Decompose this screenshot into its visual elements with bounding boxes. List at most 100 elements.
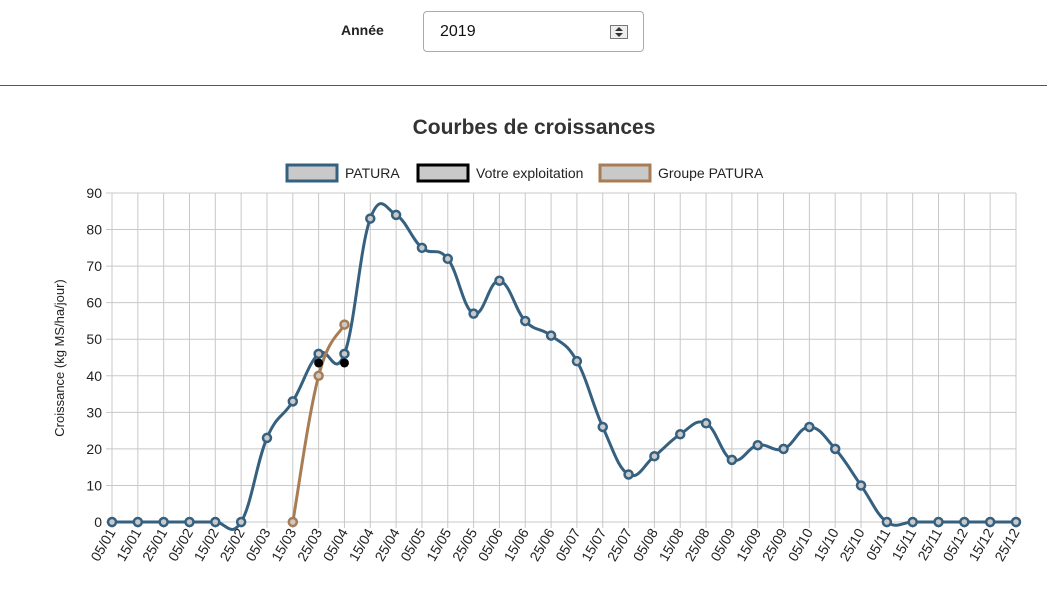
x-tick-label: 05/11 — [863, 525, 894, 563]
data-point — [545, 330, 557, 341]
x-tick-label: 15/07 — [578, 525, 609, 564]
data-point — [442, 253, 454, 265]
data-point — [855, 480, 867, 491]
data-point — [158, 516, 169, 528]
y-tick-label: 40 — [86, 368, 102, 384]
x-tick-label: 05/12 — [940, 525, 971, 564]
data-point — [571, 355, 583, 367]
y-tick-label: 90 — [86, 185, 102, 201]
data-point — [804, 421, 815, 433]
data-point — [649, 450, 660, 462]
data-point — [468, 308, 479, 319]
year-spinner[interactable] — [610, 25, 628, 39]
x-tick-label: 05/04 — [320, 525, 351, 564]
series-line — [291, 323, 346, 523]
x-tick-label: 25/08 — [681, 525, 712, 564]
legend-label: Groupe PATURA — [658, 165, 764, 181]
data-point — [907, 516, 918, 528]
x-tick-label: 05/03 — [242, 525, 273, 564]
data-point — [416, 242, 428, 254]
x-tick-label: 05/06 — [475, 525, 506, 564]
chart-legend: PATURA Votre exploitation Groupe PATURA — [285, 163, 764, 183]
data-point — [235, 516, 247, 528]
x-tick-label: 25/03 — [294, 525, 325, 564]
x-tick-label: 15/08 — [655, 525, 686, 564]
data-point — [313, 370, 324, 382]
year-value: 2019 — [440, 23, 476, 40]
data-point — [106, 516, 118, 528]
x-tick-label: 25/07 — [604, 525, 635, 564]
x-tick-label: 05/09 — [707, 525, 738, 564]
data-point — [829, 443, 841, 455]
legend-label: Votre exploitation — [476, 165, 583, 181]
legend-label: PATURA — [345, 165, 400, 181]
legend-swatch — [598, 163, 652, 183]
data-point — [700, 418, 712, 429]
x-tick-label: 15/03 — [268, 525, 299, 564]
x-tick-label: 05/01 — [87, 525, 118, 564]
data-point — [674, 429, 686, 440]
x-tick-label: 15/10 — [810, 525, 841, 564]
data-point — [1010, 516, 1022, 528]
x-tick-label: 05/07 — [552, 525, 583, 564]
x-tick-label: 25/10 — [836, 525, 867, 564]
data-point — [184, 516, 195, 528]
year-input[interactable]: 2019 — [423, 11, 644, 52]
y-tick-label: 20 — [86, 441, 102, 457]
spinner-up-icon[interactable] — [615, 27, 623, 31]
x-tick-label: 25/02 — [216, 525, 247, 564]
chart-grid — [106, 192, 1017, 528]
divider — [0, 85, 1047, 86]
x-tick-label: 15/06 — [500, 525, 531, 564]
data-point — [752, 439, 763, 451]
x-axis: 05/0115/0125/0105/0215/0225/0205/0315/03… — [87, 525, 1022, 564]
data-point — [287, 396, 299, 407]
data-point — [339, 358, 349, 368]
y-tick-label: 10 — [86, 477, 102, 493]
data-point — [623, 469, 634, 480]
data-point — [390, 209, 402, 221]
x-tick-label: 15/05 — [423, 525, 454, 564]
x-tick-label: 25/01 — [139, 525, 170, 564]
x-tick-label: 25/05 — [449, 525, 480, 564]
chart-series — [106, 202, 1022, 531]
data-point — [984, 516, 996, 528]
data-point — [778, 443, 789, 455]
data-point — [261, 432, 273, 444]
y-tick-label: 0 — [94, 514, 102, 530]
x-tick-label: 15/12 — [965, 525, 996, 564]
y-tick-label: 80 — [86, 222, 102, 238]
x-tick-label: 25/12 — [991, 525, 1022, 564]
data-point — [520, 315, 531, 327]
data-point — [339, 348, 350, 360]
x-tick-label: 15/01 — [113, 525, 144, 564]
data-point — [881, 516, 893, 528]
legend-swatch — [285, 163, 339, 183]
x-tick-label: 25/04 — [371, 525, 402, 564]
x-tick-label: 15/02 — [191, 525, 222, 564]
x-tick-label: 15/09 — [733, 525, 764, 564]
data-point — [314, 358, 324, 368]
data-point — [339, 319, 350, 330]
y-axis-label: Croissance (kg MS/ha/jour) — [52, 279, 67, 437]
y-tick-label: 70 — [86, 258, 102, 274]
x-tick-label: 25/06 — [526, 525, 557, 564]
x-tick-label: 15/04 — [346, 525, 377, 564]
series-line — [111, 202, 1016, 531]
year-label: Année — [341, 22, 384, 38]
data-point — [287, 516, 299, 528]
x-tick-label: 05/10 — [785, 525, 816, 564]
data-point — [210, 516, 221, 528]
x-tick-label: 15/11 — [888, 525, 919, 563]
x-tick-label: 05/02 — [165, 525, 196, 564]
data-point — [313, 348, 324, 360]
legend-swatch — [416, 163, 470, 183]
data-point — [933, 516, 944, 528]
x-tick-label: 25/09 — [759, 525, 790, 564]
y-tick-label: 60 — [86, 295, 102, 311]
y-tick-label: 50 — [86, 331, 102, 347]
data-point — [597, 421, 608, 433]
data-point — [365, 213, 376, 224]
chart-title: Courbes de croissances — [413, 116, 656, 139]
spinner-down-icon[interactable] — [615, 33, 623, 37]
